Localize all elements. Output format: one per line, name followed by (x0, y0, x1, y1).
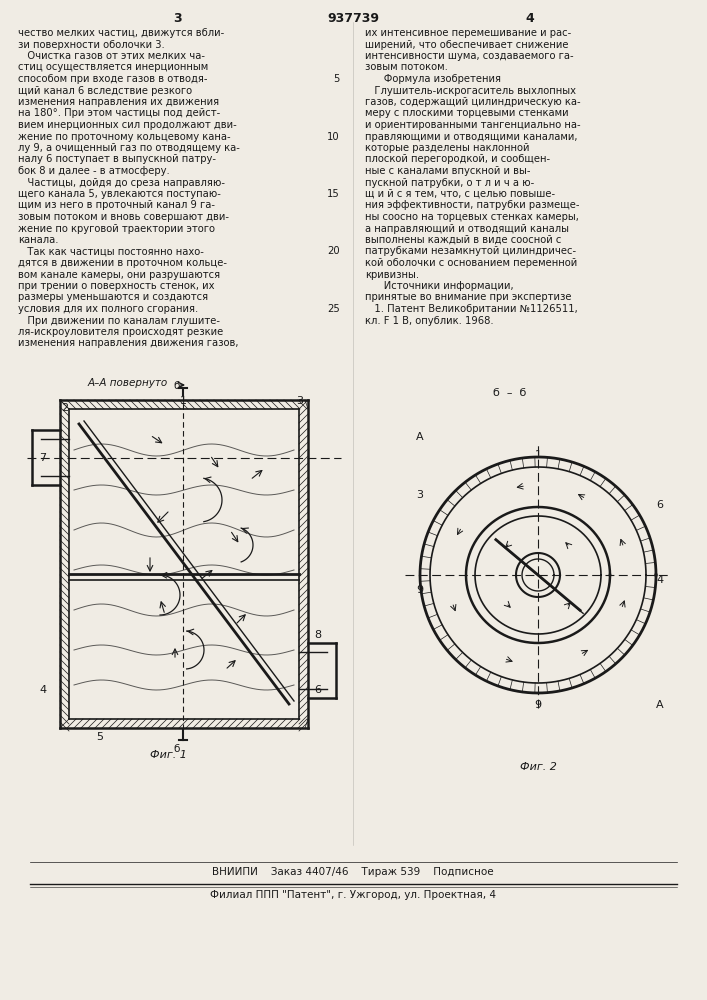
Text: изменения направления движения газов,: изменения направления движения газов, (18, 338, 238, 349)
Text: и ориентированными тангенциально на-: и ориентированными тангенциально на- (365, 120, 580, 130)
Text: ля-искроуловителя происходят резкие: ля-искроуловителя происходят резкие (18, 327, 223, 337)
Text: ния эффективности, патрубки размеще-: ния эффективности, патрубки размеще- (365, 200, 580, 211)
Text: условия для их полного сгорания.: условия для их полного сгорания. (18, 304, 198, 314)
Text: щий канал 6 вследствие резкого: щий канал 6 вследствие резкого (18, 86, 192, 96)
Text: ные с каналами впускной и вы-: ные с каналами впускной и вы- (365, 166, 530, 176)
Text: на 180°. При этом частицы под дейст-: на 180°. При этом частицы под дейст- (18, 108, 221, 118)
Text: Фиг. 2: Фиг. 2 (520, 762, 556, 772)
Text: б: б (174, 744, 180, 754)
Text: зовым потоком.: зовым потоком. (365, 62, 448, 73)
Text: б: б (174, 381, 180, 391)
Text: 10: 10 (327, 131, 340, 141)
Text: Фиг. 1: Фиг. 1 (150, 750, 187, 760)
Text: интенсивности шума, создаваемого га-: интенсивности шума, создаваемого га- (365, 51, 573, 61)
Text: Глушитель-искрогаситель выхлопных: Глушитель-искрогаситель выхлопных (365, 86, 576, 96)
Text: 1: 1 (180, 396, 187, 406)
Text: а направляющий и отводящий каналы: а направляющий и отводящий каналы (365, 224, 569, 233)
Text: чество мелких частиц, движутся вбли-: чество мелких частиц, движутся вбли- (18, 28, 224, 38)
Text: изменения направления их движения: изменения направления их движения (18, 97, 219, 107)
Text: кой оболочки с основанием переменной: кой оболочки с основанием переменной (365, 258, 577, 268)
Text: 9: 9 (416, 585, 423, 595)
Text: канала.: канала. (18, 235, 59, 245)
Text: 6: 6 (657, 500, 663, 510)
Text: зи поверхности оболочки 3.: зи поверхности оболочки 3. (18, 39, 165, 49)
Text: 4: 4 (656, 575, 664, 585)
Text: бок 8 и далее - в атмосферу.: бок 8 и далее - в атмосферу. (18, 166, 170, 176)
Text: щим из него в проточный канал 9 га-: щим из него в проточный канал 9 га- (18, 200, 215, 211)
Text: газов, содержащий цилиндрическую ка-: газов, содержащий цилиндрическую ка- (365, 97, 580, 107)
Text: ширений, что обеспечивает снижение: ширений, что обеспечивает снижение (365, 39, 568, 49)
Text: дятся в движении в проточном кольце-: дятся в движении в проточном кольце- (18, 258, 227, 268)
Text: б  –  б: б – б (493, 388, 527, 398)
Text: А–А повернуто: А–А повернуто (88, 378, 168, 388)
Text: 7: 7 (40, 453, 47, 463)
Text: кривизны.: кривизны. (365, 269, 419, 279)
Text: щего канала 5, увлекаются поступаю-: щего канала 5, увлекаются поступаю- (18, 189, 221, 199)
Text: кл. F 1 В, опублик. 1968.: кл. F 1 В, опублик. 1968. (365, 316, 493, 326)
Text: плоской перегородкой, и сообщен-: плоской перегородкой, и сообщен- (365, 154, 550, 164)
Text: 1. Патент Великобритании №1126511,: 1. Патент Великобритании №1126511, (365, 304, 578, 314)
Text: 3: 3 (416, 490, 423, 500)
Text: Филиал ППП "Патент", г. Ужгород, ул. Проектная, 4: Филиал ППП "Патент", г. Ужгород, ул. Про… (210, 890, 496, 900)
Text: размеры уменьшаются и создаются: размеры уменьшаются и создаются (18, 292, 208, 302)
Text: 5: 5 (334, 74, 340, 84)
Text: 937739: 937739 (327, 12, 379, 25)
Text: Очистка газов от этих мелких ча-: Очистка газов от этих мелких ча- (18, 51, 205, 61)
Text: 9: 9 (534, 700, 542, 710)
Text: ны соосно на торцевых стенках камеры,: ны соосно на торцевых стенках камеры, (365, 212, 579, 222)
Text: Формула изобретения: Формула изобретения (365, 74, 501, 84)
Text: Частицы, дойдя до среза направляю-: Частицы, дойдя до среза направляю- (18, 178, 225, 188)
Text: которые разделены наклонной: которые разделены наклонной (365, 143, 530, 153)
Text: способом при входе газов в отводя-: способом при входе газов в отводя- (18, 74, 207, 84)
Text: вом канале камеры, они разрушаются: вом канале камеры, они разрушаются (18, 269, 220, 279)
Text: жение по круговой траектории этого: жение по круговой траектории этого (18, 224, 215, 233)
Text: 2: 2 (62, 403, 69, 413)
Text: их интенсивное перемешивание и рас-: их интенсивное перемешивание и рас- (365, 28, 571, 38)
Text: вием инерционных сил продолжают дви-: вием инерционных сил продолжают дви- (18, 120, 237, 130)
Text: при трении о поверхность стенок, их: при трении о поверхность стенок, их (18, 281, 214, 291)
Text: 6: 6 (315, 685, 322, 695)
Text: 5: 5 (96, 732, 103, 742)
Text: А: А (656, 700, 664, 710)
Text: стиц осуществляется инерционным: стиц осуществляется инерционным (18, 62, 209, 73)
Text: 20: 20 (327, 246, 340, 256)
Text: Источники информации,: Источники информации, (365, 281, 513, 291)
Text: 8: 8 (315, 630, 322, 640)
Text: выполнены каждый в виде соосной с: выполнены каждый в виде соосной с (365, 235, 561, 245)
Text: зовым потоком и вновь совершают дви-: зовым потоком и вновь совершают дви- (18, 212, 229, 222)
Text: 3: 3 (296, 396, 303, 406)
Text: 15: 15 (327, 189, 340, 199)
Text: 1: 1 (534, 450, 542, 460)
Text: пускной патрубки, о т л и ч а ю-: пускной патрубки, о т л и ч а ю- (365, 178, 534, 188)
Text: При движении по каналам глушите-: При движении по каналам глушите- (18, 316, 220, 326)
Text: 4: 4 (40, 685, 47, 695)
Text: А: А (416, 432, 423, 442)
Text: ВНИИПИ    Заказ 4407/46    Тираж 539    Подписное: ВНИИПИ Заказ 4407/46 Тираж 539 Подписное (212, 867, 493, 877)
Text: Так как частицы постоянно нахо-: Так как частицы постоянно нахо- (18, 246, 204, 256)
Text: жение по проточному кольцевому кана-: жение по проточному кольцевому кана- (18, 131, 230, 141)
Text: 25: 25 (327, 304, 340, 314)
Text: налу 6 поступает в выпускной патру-: налу 6 поступает в выпускной патру- (18, 154, 216, 164)
Text: принятые во внимание при экспертизе: принятые во внимание при экспертизе (365, 292, 571, 302)
Text: лу 9, а очищенный газ по отводящему ка-: лу 9, а очищенный газ по отводящему ка- (18, 143, 240, 153)
Text: 3: 3 (174, 12, 182, 25)
Text: щ и й с я тем, что, с целью повыше-: щ и й с я тем, что, с целью повыше- (365, 189, 555, 199)
Text: правляющими и отводящими каналами,: правляющими и отводящими каналами, (365, 131, 578, 141)
Text: 4: 4 (525, 12, 534, 25)
Text: меру с плоскими торцевыми стенками: меру с плоскими торцевыми стенками (365, 108, 568, 118)
Text: патрубками незамкнутой цилиндричес-: патрубками незамкнутой цилиндричес- (365, 246, 576, 256)
